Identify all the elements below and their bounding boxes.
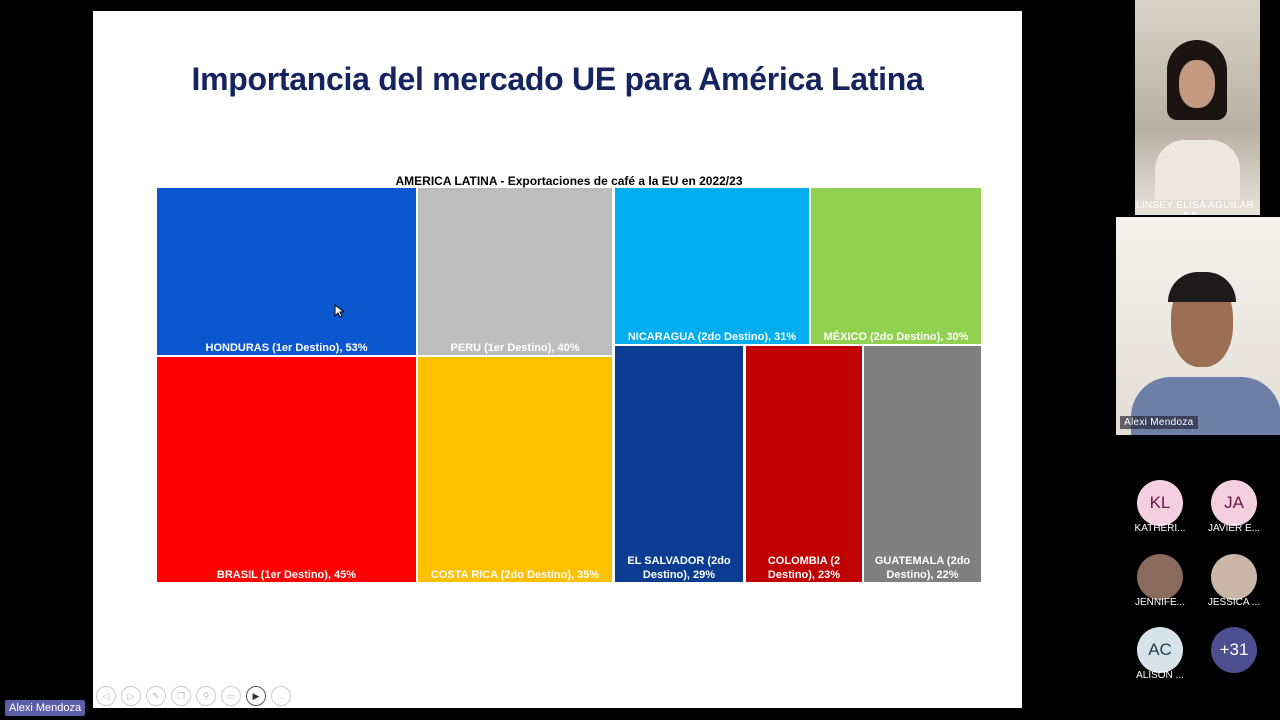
slide-toolbar: ◁ ▷ ✎ ❐ ⚲ ▭ ▶… <box>93 686 291 706</box>
video-tile-linsey[interactable]: LINSEY ELISA AGUILAR BA... <box>1135 0 1260 215</box>
copy-icon[interactable]: ❐ <box>171 686 191 706</box>
tile-label: MÉXICO (2do Destino), 30% <box>823 331 969 343</box>
more-participants-button[interactable]: +31 <box>1211 627 1257 673</box>
zoom-icon[interactable]: ⚲ <box>196 686 216 706</box>
tile-label: PERU (1er Destino), 40% <box>450 342 580 354</box>
participant-name: Alexi Mendoza <box>1120 416 1198 429</box>
treemap-tile-colombia: COLOMBIA (2 Destino), 23% <box>746 346 862 582</box>
tile-label: COSTA RICA (2do Destino), 35% <box>430 569 600 581</box>
treemap-tile-costa-rica: COSTA RICA (2do Destino), 35% <box>418 357 612 582</box>
video-tile-alexi[interactable]: Alexi Mendoza <box>1116 217 1280 435</box>
mouse-cursor-icon <box>334 304 344 318</box>
tile-label: EL SALVADOR (2do Destino), 29% <box>627 555 731 581</box>
participant-name: ALISON ... <box>1136 670 1184 681</box>
participant-avatar[interactable]: KL <box>1137 480 1183 526</box>
participant-avatar[interactable]: AC <box>1137 627 1183 673</box>
treemap-tile-méxico: MÉXICO (2do Destino), 30% <box>811 188 981 344</box>
tile-label: NICARAGUA (2do Destino), 31% <box>627 331 797 343</box>
presentation-slide: Importancia del mercado UE para América … <box>93 11 1022 708</box>
participant-avatar[interactable] <box>1211 554 1257 600</box>
slide-title: Importancia del mercado UE para América … <box>191 61 924 97</box>
subtitles-icon[interactable]: ▭ <box>221 686 241 706</box>
tile-label: COLOMBIA (2 Destino), 23% <box>767 555 841 581</box>
next-icon[interactable]: ▷ <box>121 686 141 706</box>
tile-label: HONDURAS (1er Destino), 53% <box>205 342 368 354</box>
treemap-tile-el-salvador: EL SALVADOR (2do Destino), 29% <box>615 346 743 582</box>
camera-icon[interactable]: ▶ <box>246 686 266 706</box>
participant-name: LINSEY ELISA AGUILAR BA... <box>1135 200 1255 215</box>
previous-icon[interactable]: ◁ <box>96 686 116 706</box>
treemap-tile-honduras: HONDURAS (1er Destino), 53% <box>157 188 416 355</box>
treemap-tile-nicaragua: NICARAGUA (2do Destino), 31% <box>615 188 809 344</box>
treemap-tile-guatemala: GUATEMALA (2do Destino), 22% <box>864 346 981 582</box>
chart-title: AMERICA LATINA - Exportaciones de café a… <box>395 174 743 188</box>
participant-avatar[interactable] <box>1137 554 1183 600</box>
participant-avatar[interactable]: JA <box>1211 480 1257 526</box>
pen-icon[interactable]: ✎ <box>146 686 166 706</box>
participant-name: JAVIER E... <box>1207 523 1261 534</box>
more-icon[interactable]: … <box>271 686 291 706</box>
tile-label: GUATEMALA (2do Destino), 22% <box>874 555 971 581</box>
presenter-name-tag: Alexi Mendoza <box>5 700 86 716</box>
participant-name: JESSICA ... <box>1207 597 1261 608</box>
treemap-tile-brasil: BRASIL (1er Destino), 45% <box>157 357 416 582</box>
participant-name: JENNIFE... <box>1134 597 1185 608</box>
participant-name: KATHERI... <box>1134 523 1186 534</box>
tile-label: BRASIL (1er Destino), 45% <box>216 569 357 581</box>
treemap-tile-peru: PERU (1er Destino), 40% <box>418 188 612 355</box>
